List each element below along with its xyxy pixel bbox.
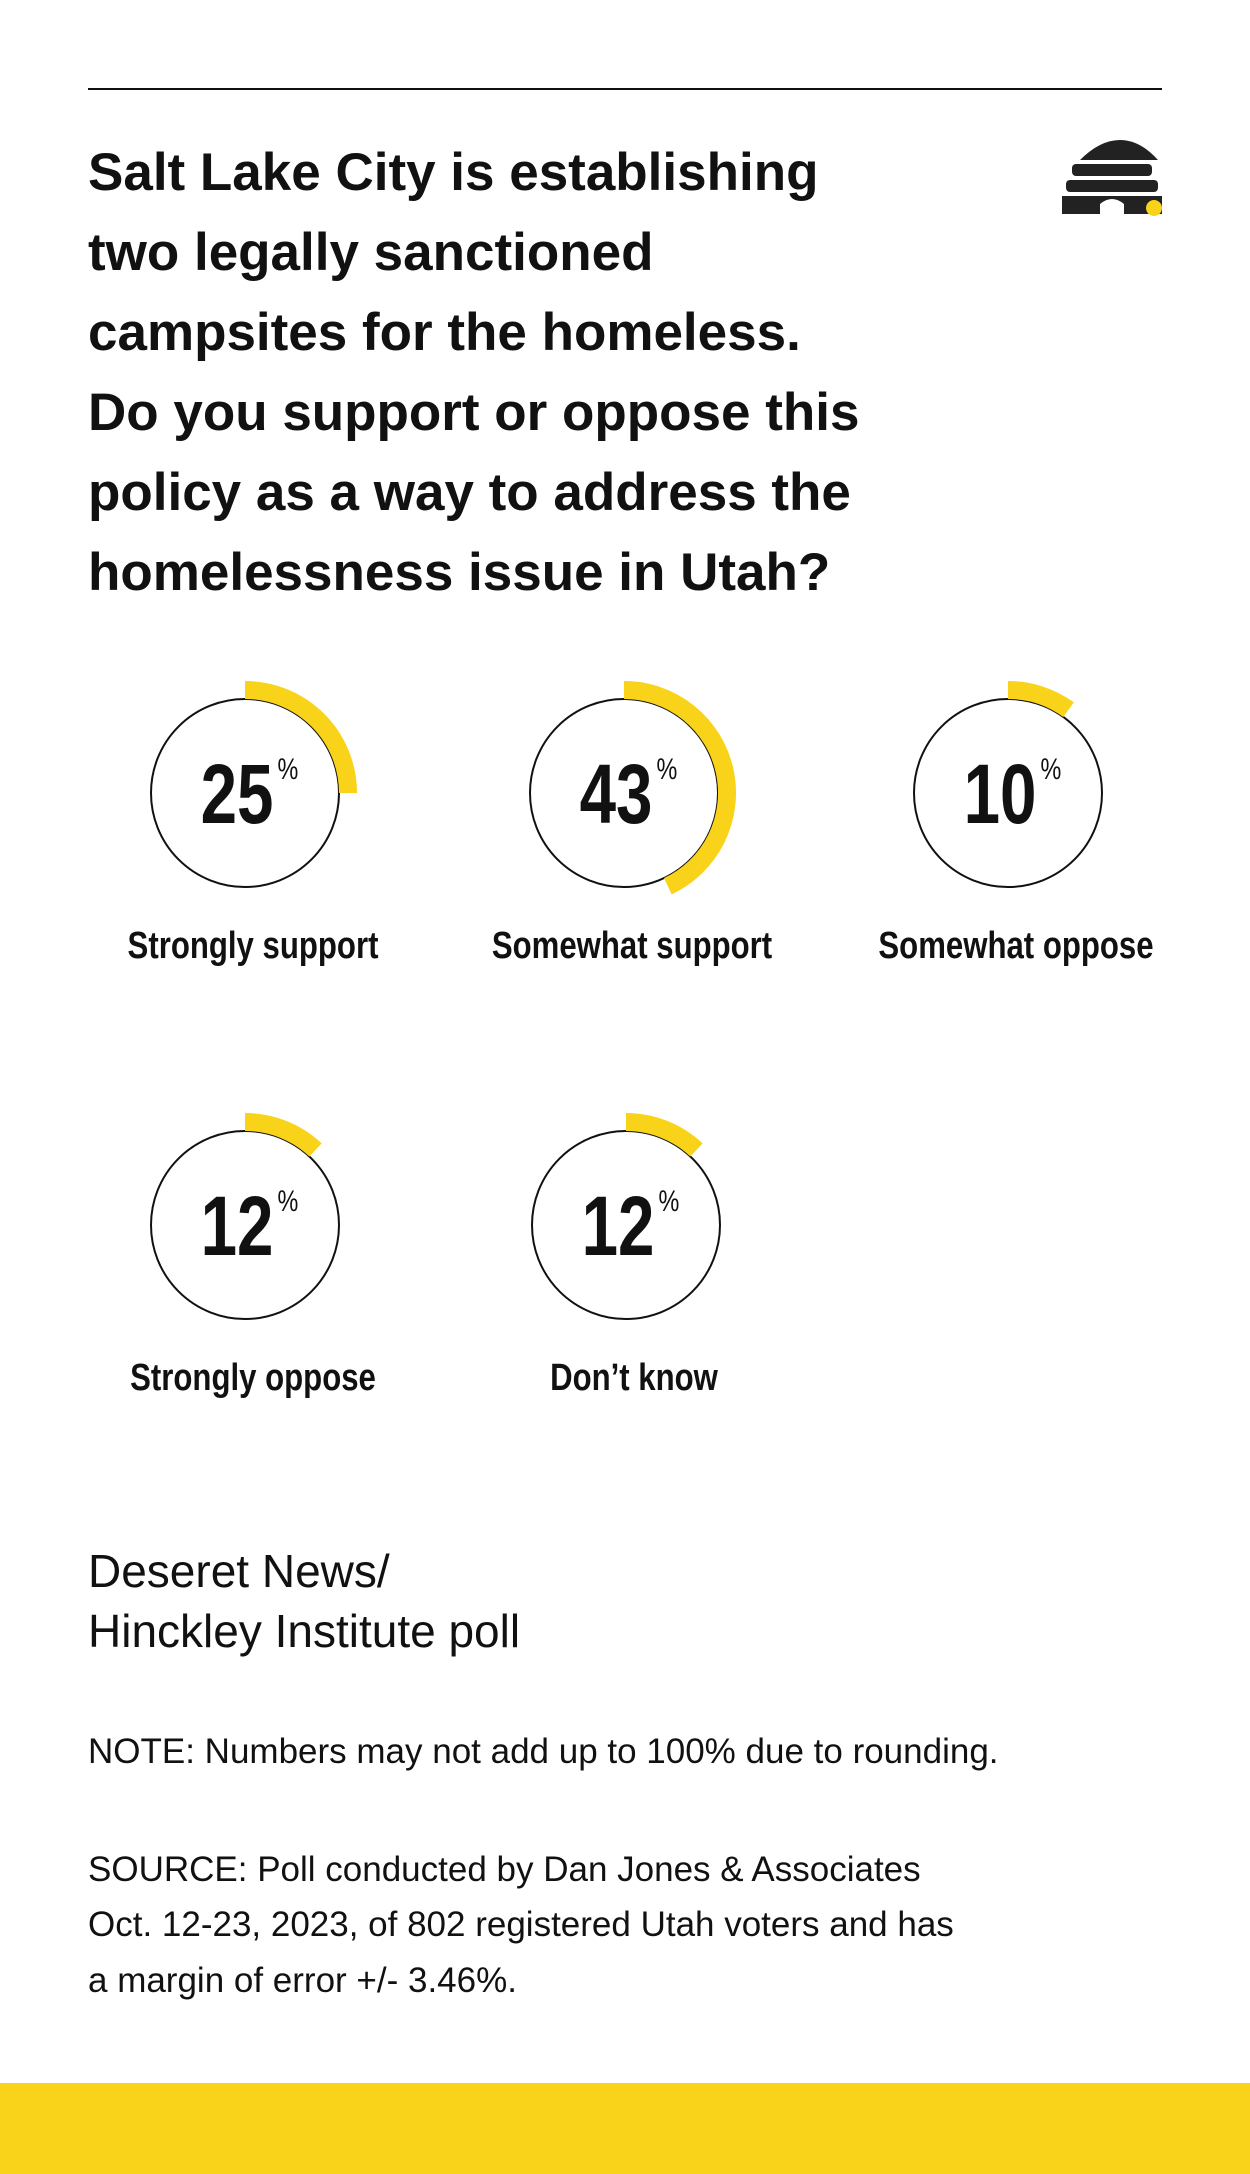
logo xyxy=(1062,140,1162,216)
gauge-arc xyxy=(623,681,736,895)
question-line: policy as a way to address the xyxy=(88,463,851,522)
category-label: Strongly oppose xyxy=(130,1357,376,1399)
unit-label: % xyxy=(659,1184,680,1217)
question-line: Do you support or oppose this xyxy=(88,383,859,442)
value-label: 25 xyxy=(201,747,274,841)
question-line: two legally sanctioned xyxy=(88,223,653,282)
category-label: Somewhat support xyxy=(492,925,773,967)
category-group: Somewhat support xyxy=(492,925,773,967)
gauge-arc xyxy=(1007,681,1074,718)
unit-label: % xyxy=(278,752,299,785)
value-group: 12% xyxy=(201,1179,299,1273)
value-group: 10% xyxy=(964,747,1062,841)
source: Oct. 12-23, 2023, of 802 registered Utah… xyxy=(88,1905,954,1944)
gauge-arc xyxy=(244,681,357,794)
value-label: 10 xyxy=(964,747,1037,841)
unit-label: % xyxy=(278,1184,299,1217)
question-line: Salt Lake City is establishing xyxy=(88,143,818,202)
poll-name: Deseret News/ xyxy=(88,1545,390,1597)
category-group: Strongly oppose xyxy=(130,1357,376,1399)
unit-label: % xyxy=(657,752,678,785)
value-label: 12 xyxy=(201,1179,274,1273)
question-line: campsites for the homeless. xyxy=(88,303,801,362)
category-label: Don’t know xyxy=(550,1357,719,1399)
poll-name: Hinckley Institute poll xyxy=(88,1605,520,1657)
value-group: 25% xyxy=(201,747,299,841)
value-label: 12 xyxy=(582,1179,655,1273)
category-group: Somewhat oppose xyxy=(878,925,1153,967)
gauge-arc xyxy=(625,1113,703,1157)
source: a margin of error +/- 3.46%. xyxy=(88,1961,517,2000)
category-label: Strongly support xyxy=(128,925,379,967)
category-group: Don’t know xyxy=(550,1357,719,1399)
value-label: 43 xyxy=(580,747,653,841)
category-label: Somewhat oppose xyxy=(878,925,1153,967)
gauge-arc xyxy=(244,1113,322,1157)
note: NOTE: Numbers may not add up to 100% due… xyxy=(88,1732,999,1771)
unit-label: % xyxy=(1041,752,1062,785)
value-group: 43% xyxy=(580,747,678,841)
value-group: 12% xyxy=(582,1179,680,1273)
source: SOURCE: Poll conducted by Dan Jones & As… xyxy=(88,1850,921,1889)
question-line: homelessness issue in Utah? xyxy=(88,543,830,602)
footer-band xyxy=(0,2083,1250,2174)
category-group: Strongly support xyxy=(128,925,379,967)
